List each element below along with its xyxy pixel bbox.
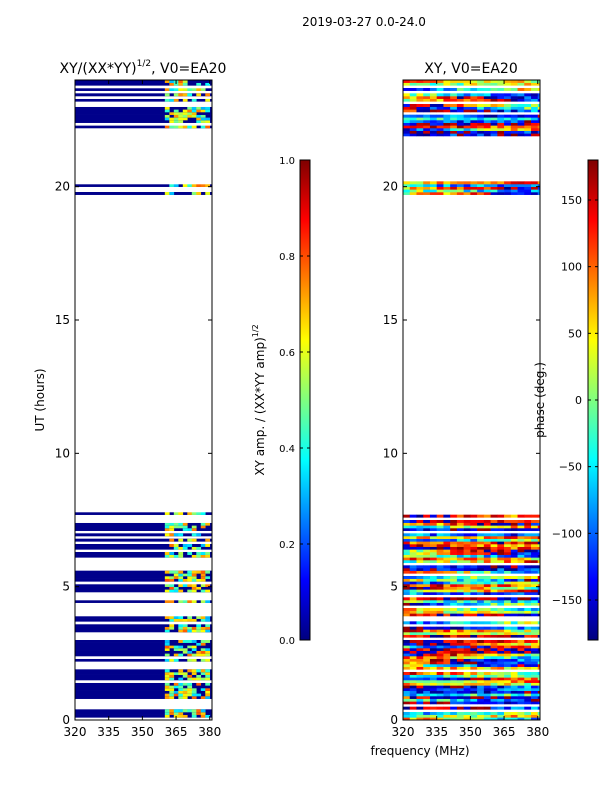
y-tick-label: 20 (383, 180, 398, 194)
left-title-exp: 1/2 (137, 59, 151, 69)
colorbar-tick-label: 1.0 (279, 156, 295, 167)
colorbar-tick-label: 100 (561, 261, 582, 274)
x-tick-label: 320 (392, 725, 415, 739)
left-colorbar-ticks: 0.0 0.2 0.4 0.6 0.8 1.0 (279, 156, 310, 647)
colorbar-tick-label: 0.4 (279, 444, 295, 455)
left-y-axis-label: UT (hours) (33, 368, 47, 431)
right-colorbar-ticks: −150 −100 −50 0 50 100 150 (552, 194, 598, 607)
x-axis-label: frequency (MHz) (370, 744, 469, 758)
right-axis-ticks: 320 335 350 365 380 0 5 10 15 20 (383, 80, 549, 739)
y-tick-label: 15 (383, 313, 398, 327)
x-tick-label: 335 (97, 725, 120, 739)
colorbar-tick-label: 0.6 (279, 348, 295, 359)
y-tick-label: 20 (55, 180, 70, 194)
colorbar-tick-label: −150 (552, 594, 582, 607)
x-tick-label: 365 (493, 725, 516, 739)
left-heatmap (75, 80, 212, 720)
y-tick-label: 0 (62, 713, 70, 727)
y-tick-label: 5 (390, 580, 398, 594)
left-title-main: XY/(XX*YY) (60, 61, 137, 77)
colorbar-tick-label: 150 (561, 194, 582, 207)
right-panel: XY, V0=EA20 320 335 350 365 380 0 5 10 15 20 (383, 61, 549, 739)
right-colorbar-label: phase (deg.) (533, 362, 547, 438)
left-panel-title: XY/(XX*YY)1/2, V0=EA20 (60, 59, 227, 77)
right-colorbar: −150 −100 −50 0 50 100 150 phase (deg.) (533, 159, 599, 641)
colorbar-tick-label: 50 (568, 327, 582, 340)
x-tick-label: 350 (131, 725, 154, 739)
x-tick-label: 320 (64, 725, 87, 739)
colorbar-tick-label: 0.0 (279, 636, 295, 647)
right-heatmap (403, 80, 540, 720)
left-colorbar: 0.0 0.2 0.4 0.6 0.8 1.0 XY amp. / (XX*YY amp)… (251, 156, 311, 647)
x-tick-label: 350 (459, 725, 482, 739)
x-tick-label: 380 (526, 725, 549, 739)
left-cb-label-exp: 1/2 (251, 324, 260, 337)
right-plot-frame (402, 79, 541, 721)
right-panel-title: XY, V0=EA20 (424, 61, 518, 77)
colorbar-tick-label: 0.8 (279, 252, 295, 263)
colorbar-tick-label: 0.2 (279, 540, 295, 551)
x-tick-label: 365 (165, 725, 188, 739)
left-plot-frame (74, 79, 213, 721)
left-title-tail: , V0=EA20 (151, 61, 226, 77)
left-cb-label-main: XY amp. / (XX*YY amp) (253, 337, 267, 475)
colorbar-tick-label: −100 (552, 527, 582, 540)
left-colorbar-gradient (299, 159, 311, 641)
left-axis-ticks: 320 335 350 365 380 0 5 10 15 20 (55, 80, 221, 739)
y-tick-label: 5 (62, 580, 70, 594)
left-panel: XY/(XX*YY)1/2, V0=EA20 320 335 350 365 380 0 5… (33, 59, 226, 739)
left-colorbar-label: XY amp. / (XX*YY amp)1/2 (251, 324, 267, 475)
colorbar-tick-label: 0 (575, 394, 582, 407)
y-tick-label: 10 (383, 446, 398, 460)
y-tick-label: 15 (55, 313, 70, 327)
x-tick-label: 380 (198, 725, 221, 739)
x-tick-label: 335 (425, 725, 448, 739)
figure-suptitle: 2019-03-27 0.0-24.0 (302, 15, 426, 29)
y-tick-label: 0 (390, 713, 398, 727)
colorbar-tick-label: −50 (559, 461, 582, 474)
y-tick-label: 10 (55, 446, 70, 460)
